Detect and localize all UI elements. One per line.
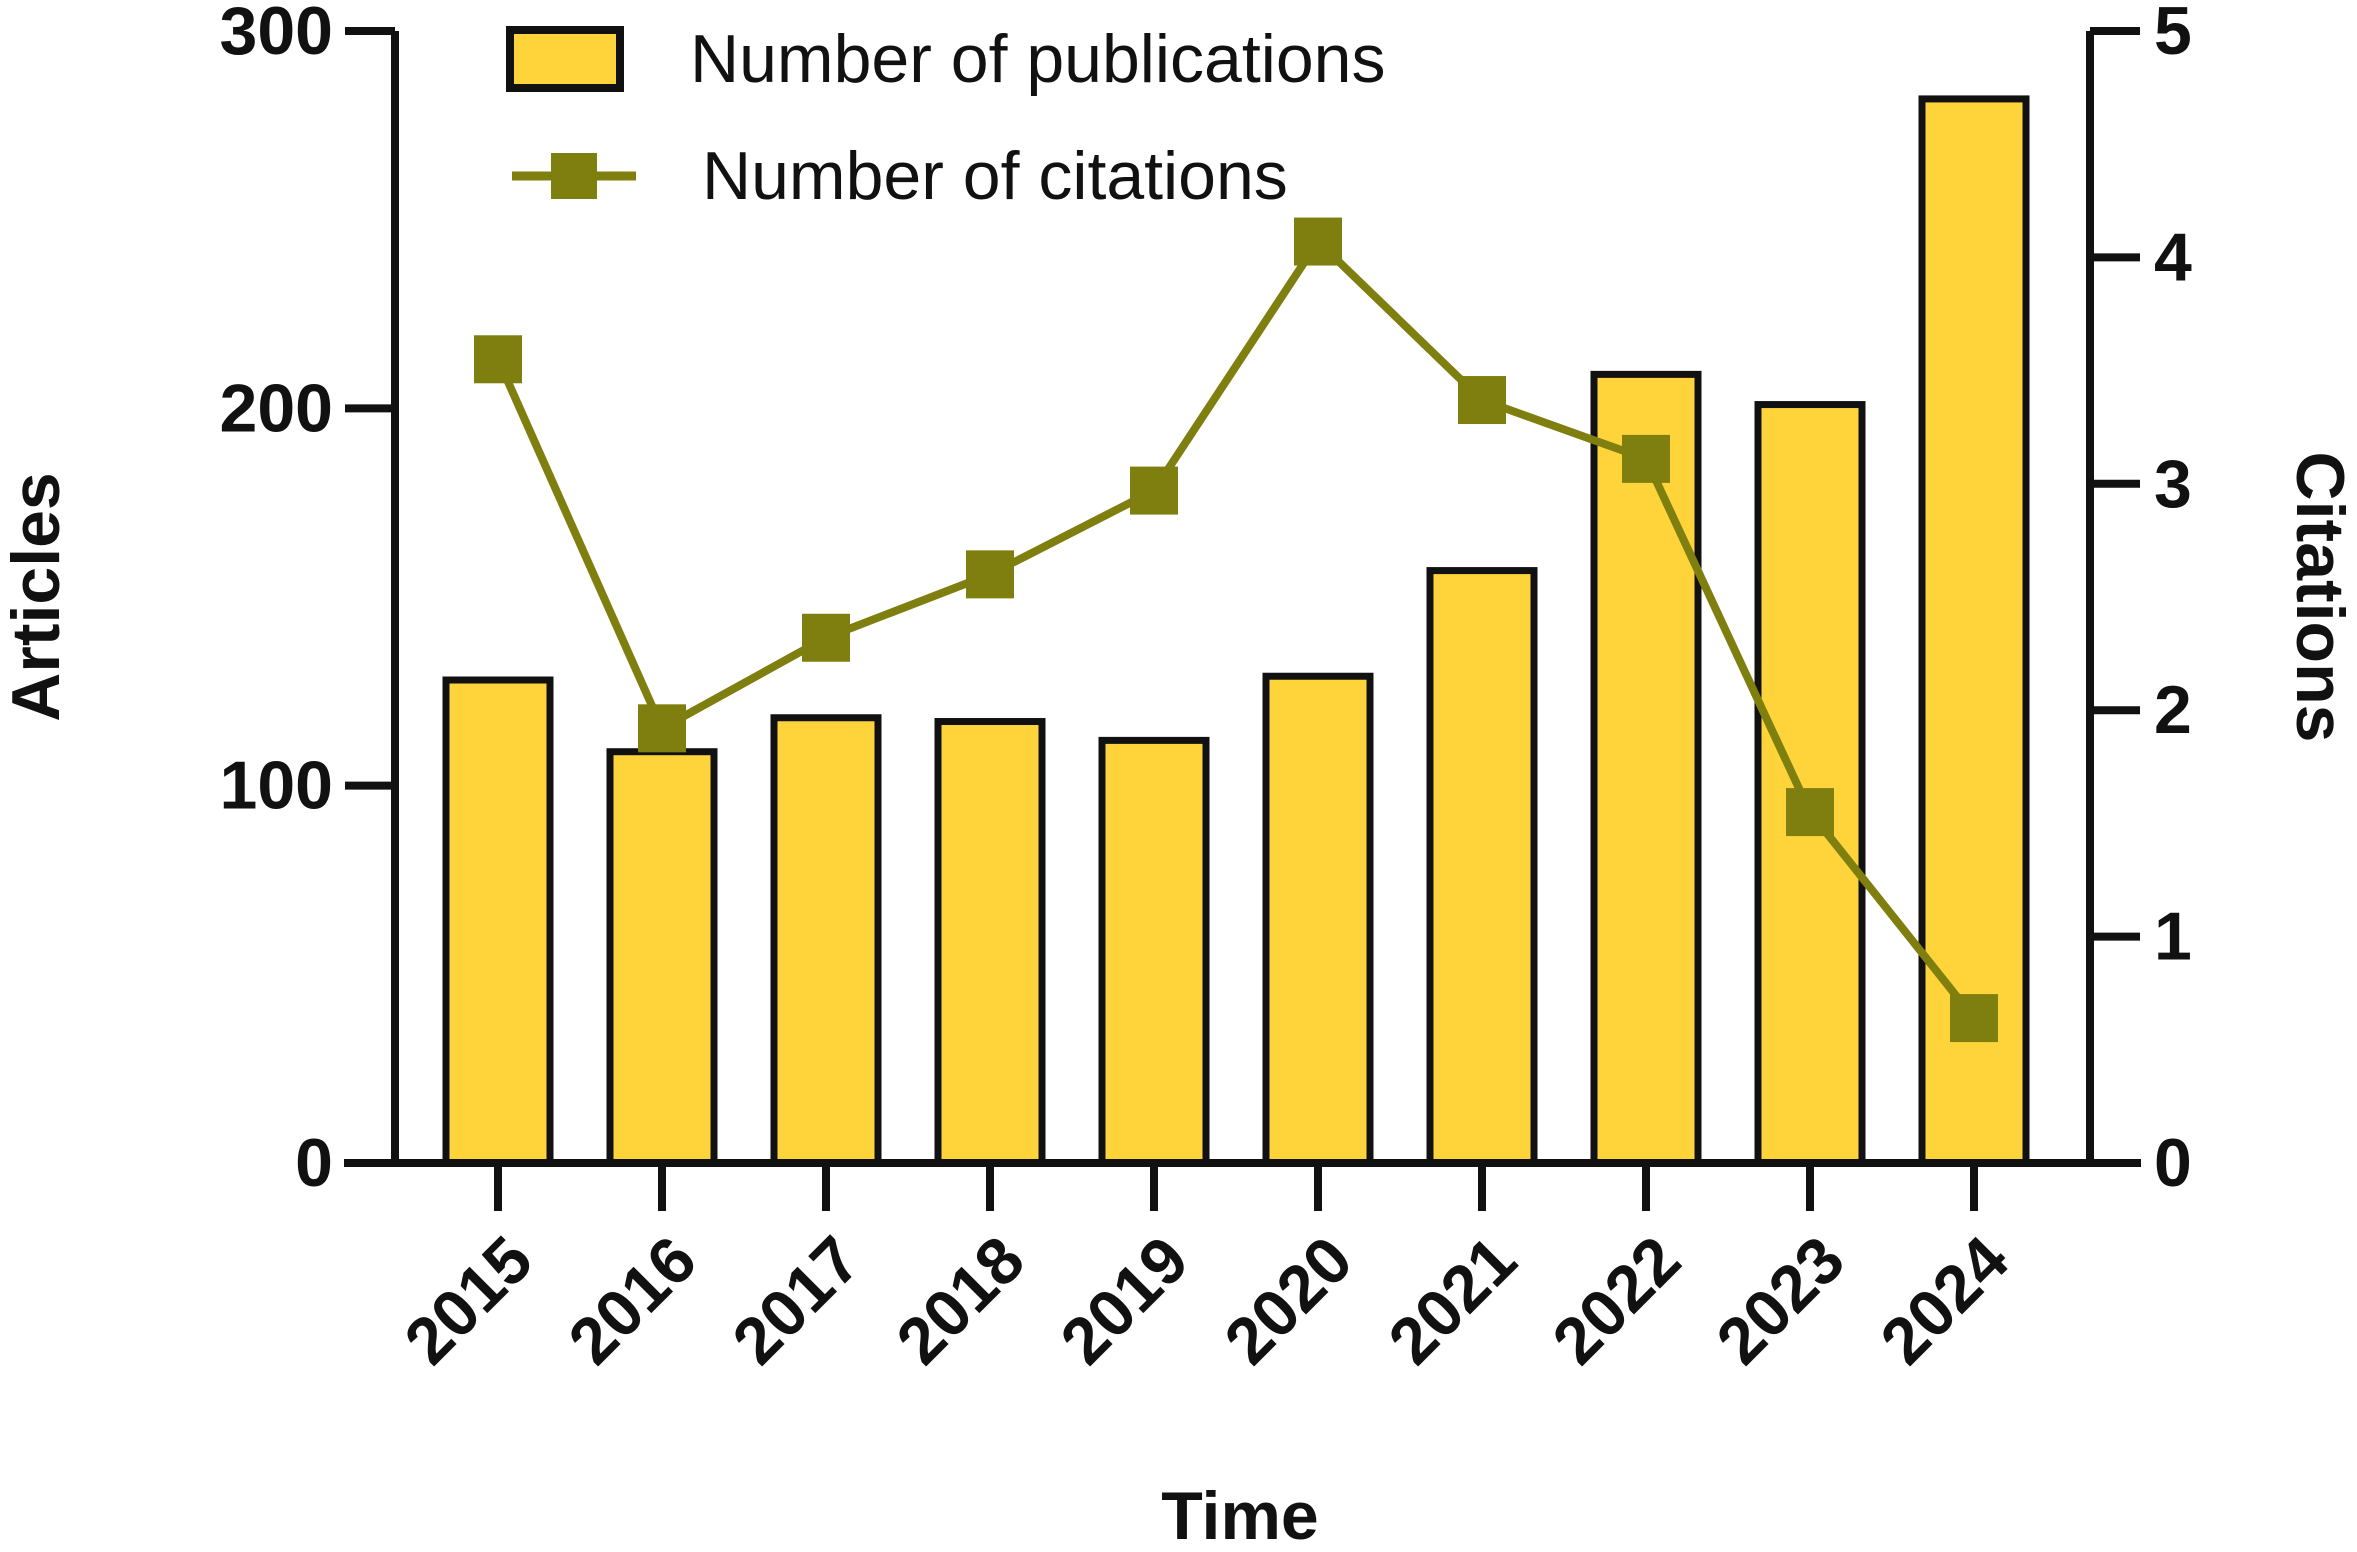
left-ticks-group: 0 100 200 300 — [220, 0, 395, 1201]
bar-2017 — [770, 714, 882, 1167]
x-tick-label: 2017 — [718, 1222, 874, 1378]
x-tick-label: 2024 — [1866, 1222, 2022, 1378]
x-tick-label: 2019 — [1046, 1222, 1202, 1378]
x-tick-label: 2023 — [1702, 1222, 1858, 1378]
y2-tick-label: 0 — [2154, 1125, 2192, 1201]
bar-2019 — [1098, 736, 1210, 1167]
citations-point-2019 — [1130, 466, 1178, 515]
bar-2024 — [1918, 95, 2030, 1167]
axes-group — [344, 31, 2141, 1167]
bar-2015 — [442, 676, 554, 1167]
legend-swatch-publications — [506, 26, 624, 92]
x-tick-label: 2022 — [1538, 1222, 1694, 1378]
bars-group — [442, 95, 2030, 1167]
bar-2020 — [1262, 672, 1374, 1167]
legend-marker-citations — [551, 153, 597, 199]
citations-line — [494, 237, 1978, 1021]
citations-point-2021 — [1458, 376, 1506, 425]
legend: Number of publications Number of citatio… — [506, 21, 1385, 214]
x-ticks-group: 2015 2016 2017 2018 2019 2020 2021 2022 2023 2024 — [390, 1163, 2022, 1378]
line-group — [474, 217, 1998, 1043]
bar-2018 — [934, 718, 1046, 1167]
citations-point-2022 — [1622, 434, 1670, 483]
x-tick-label: 2021 — [1374, 1222, 1530, 1378]
citations-point-2015 — [474, 335, 522, 384]
y2-tick-label: 1 — [2154, 899, 2192, 975]
y2-tick-label: 4 — [2154, 219, 2192, 295]
x-tick-label: 2020 — [1210, 1222, 1366, 1378]
y2-axis-title: Citations — [2282, 452, 2357, 743]
citations-point-2024 — [1950, 994, 1998, 1043]
y-tick-label: 0 — [295, 1125, 333, 1201]
y-tick-label: 100 — [220, 748, 333, 824]
citations-point-2017 — [802, 613, 850, 662]
citations-point-2018 — [966, 550, 1014, 599]
y-tick-label: 200 — [220, 370, 333, 446]
bar-2016 — [606, 748, 718, 1167]
right-ticks-group: 0 1 2 3 4 5 — [2090, 0, 2192, 1201]
y2-tick-label: 5 — [2154, 0, 2192, 69]
citations-point-2023 — [1786, 788, 1834, 837]
citations-point-2020 — [1294, 217, 1342, 266]
y2-tick-label: 3 — [2154, 446, 2192, 522]
x-tick-label: 2015 — [390, 1222, 546, 1378]
y-axis-title: Articles — [0, 472, 74, 721]
legend-label-publications: Number of publications — [690, 21, 1385, 97]
x-axis-title: Time — [1161, 1478, 1318, 1552]
citations-point-2016 — [638, 704, 686, 753]
bar-2021 — [1426, 567, 1538, 1167]
x-tick-label: 2016 — [554, 1222, 710, 1378]
legend-label-citations: Number of citations — [702, 138, 1288, 214]
bar-2022 — [1590, 370, 1702, 1167]
y2-tick-label: 2 — [2154, 672, 2192, 748]
x-tick-label: 2018 — [882, 1222, 1038, 1378]
bar-2023 — [1754, 401, 1866, 1167]
y-tick-label: 300 — [220, 0, 333, 69]
